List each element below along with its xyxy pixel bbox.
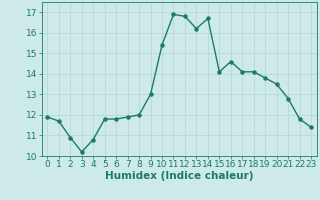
X-axis label: Humidex (Indice chaleur): Humidex (Indice chaleur) — [105, 171, 253, 181]
